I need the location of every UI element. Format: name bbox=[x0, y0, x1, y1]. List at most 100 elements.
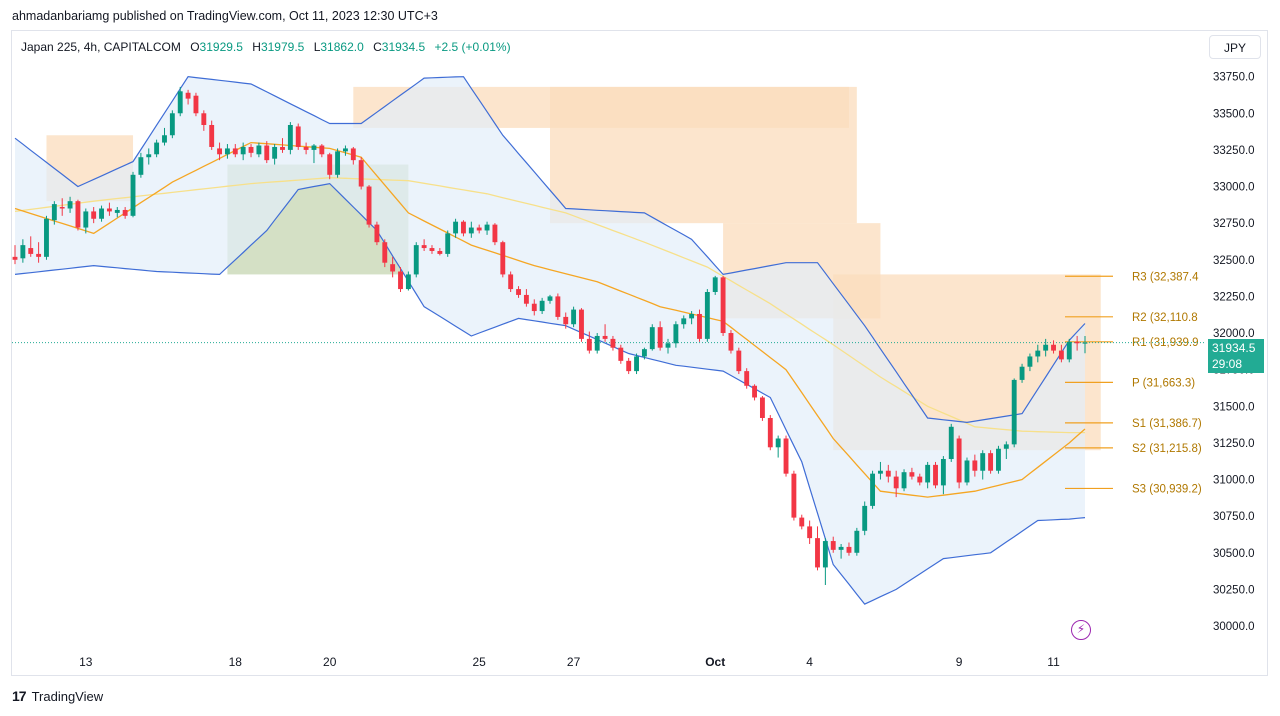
bollinger-upper-line bbox=[14, 76, 1086, 424]
x-tick-label: 20 bbox=[323, 655, 337, 669]
symbol-name[interactable]: Japan 225, 4h, CAPITALCOM bbox=[21, 40, 181, 54]
candle-body bbox=[319, 145, 325, 155]
y-tick-label: 33750.0 bbox=[1213, 72, 1255, 84]
candle bbox=[1043, 338, 1049, 357]
candle-body bbox=[59, 207, 65, 209]
y-tick-label: 33000.0 bbox=[1213, 182, 1255, 194]
tradingview-logo[interactable]: 17 TradingView bbox=[12, 688, 103, 704]
candle bbox=[531, 299, 537, 316]
candle-body bbox=[681, 318, 687, 325]
candle-body bbox=[91, 211, 97, 219]
candle bbox=[752, 384, 757, 401]
candle-body bbox=[744, 371, 750, 386]
candle-body bbox=[933, 464, 938, 486]
candle bbox=[791, 470, 797, 521]
candle bbox=[704, 289, 710, 342]
candle bbox=[1003, 441, 1009, 460]
candle-body bbox=[988, 453, 994, 471]
candle bbox=[988, 450, 994, 474]
candle bbox=[815, 526, 820, 571]
candle bbox=[374, 221, 380, 246]
candle-body bbox=[594, 335, 600, 351]
candle bbox=[940, 456, 946, 495]
candle-body bbox=[437, 250, 443, 254]
candle-body bbox=[838, 546, 844, 550]
open-value: 31929.5 bbox=[199, 40, 243, 54]
candle-body bbox=[193, 95, 199, 114]
candle bbox=[641, 347, 647, 360]
y-tick-label: 32500.0 bbox=[1213, 255, 1255, 267]
candle-body bbox=[461, 221, 466, 234]
candle-body bbox=[154, 142, 160, 155]
candle bbox=[44, 215, 49, 260]
candle bbox=[169, 110, 175, 139]
candle-body bbox=[350, 148, 356, 161]
y-tick-label: 32000.0 bbox=[1213, 328, 1255, 340]
candle bbox=[1051, 340, 1056, 354]
symbol-legend: Japan 225, 4h, CAPITALCOM O31929.5 H3197… bbox=[21, 40, 511, 54]
candle-body bbox=[610, 338, 616, 348]
candle bbox=[657, 321, 663, 351]
candle-body bbox=[453, 221, 459, 234]
candle bbox=[421, 239, 427, 251]
candle bbox=[956, 435, 962, 489]
candle bbox=[712, 275, 718, 295]
candle bbox=[523, 289, 529, 307]
y-tick-label: 32250.0 bbox=[1213, 291, 1255, 303]
high-value: 31979.5 bbox=[260, 40, 305, 54]
candle-body bbox=[830, 541, 836, 550]
candle-body bbox=[177, 91, 183, 114]
change-value: +2.5 (+0.01%) bbox=[434, 40, 511, 54]
candle bbox=[303, 142, 309, 155]
candle-body bbox=[1082, 342, 1088, 344]
currency-button[interactable]: JPY bbox=[1209, 35, 1261, 59]
candle-body bbox=[972, 460, 978, 471]
candle bbox=[343, 145, 348, 156]
candle bbox=[327, 152, 333, 180]
candle-body bbox=[822, 541, 828, 568]
candle bbox=[634, 353, 639, 375]
candle-body bbox=[217, 148, 222, 155]
candle-body bbox=[1011, 379, 1017, 445]
ema-slow-line bbox=[14, 177, 1085, 434]
candle-body bbox=[75, 201, 81, 228]
candle-body bbox=[492, 224, 498, 243]
candle bbox=[91, 207, 97, 224]
flash-icon[interactable]: ⚡ bbox=[1071, 620, 1091, 640]
candle bbox=[350, 146, 356, 165]
candle bbox=[256, 142, 262, 158]
candle-body bbox=[138, 157, 144, 175]
candle bbox=[59, 198, 65, 216]
candle-body bbox=[390, 264, 396, 272]
candle-body bbox=[311, 145, 317, 150]
candle bbox=[240, 142, 246, 161]
candle-body bbox=[51, 204, 57, 221]
candle bbox=[476, 224, 482, 234]
low-label: L bbox=[313, 40, 321, 54]
candle-body bbox=[791, 473, 797, 518]
candle bbox=[20, 239, 26, 263]
candle bbox=[264, 141, 270, 164]
candle-body bbox=[185, 92, 191, 99]
candle-body bbox=[948, 426, 954, 460]
y-tick-label: 30500.0 bbox=[1213, 548, 1255, 560]
candle-body bbox=[468, 227, 474, 234]
candle bbox=[138, 152, 144, 178]
candle-body bbox=[634, 356, 639, 372]
candle-body bbox=[1066, 341, 1072, 360]
y-tick-label: 30000.0 bbox=[1213, 621, 1255, 633]
candle bbox=[295, 123, 301, 150]
pivot-label-s1: S1 (31,386.7) bbox=[1132, 418, 1202, 430]
candle bbox=[122, 207, 128, 219]
open-label: O bbox=[190, 40, 200, 54]
candle-body bbox=[1074, 341, 1080, 344]
candle-body bbox=[767, 417, 773, 448]
candle bbox=[106, 202, 112, 216]
candle-body bbox=[358, 160, 364, 187]
candle-body bbox=[539, 300, 545, 312]
candle bbox=[67, 196, 73, 213]
pivot-label-r1: R1 (31,939.9 bbox=[1132, 337, 1199, 349]
chart-frame[interactable] bbox=[11, 30, 1268, 676]
last-price-value: 31934.5 bbox=[1212, 341, 1256, 355]
